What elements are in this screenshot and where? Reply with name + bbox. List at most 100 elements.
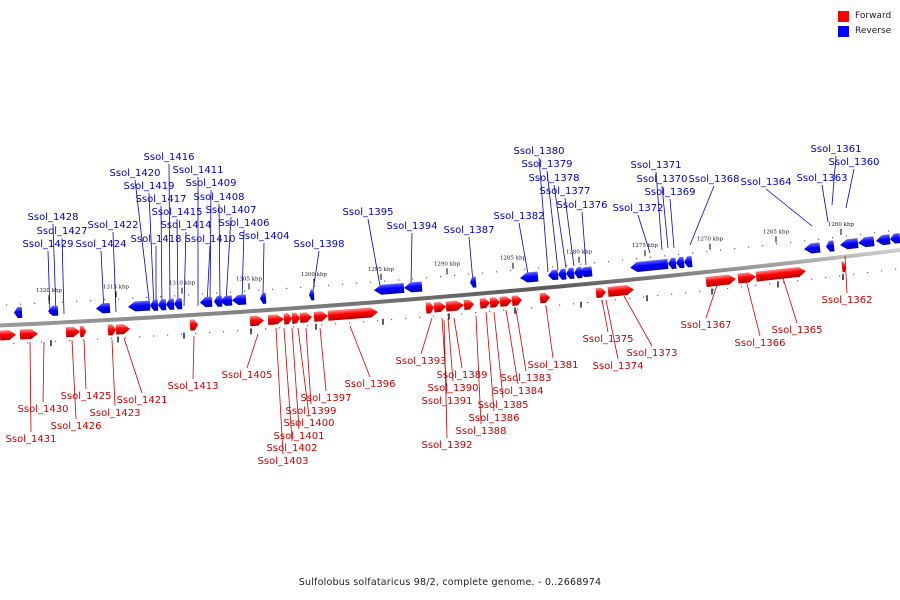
gene-label-ssol-1423: Ssol_1423 <box>90 408 141 419</box>
gene-leader-line <box>61 237 65 315</box>
gene-label-ssol-1364: Ssol_1364 <box>741 177 792 188</box>
forward-gene-arrow <box>489 297 500 308</box>
forward-gene-arrow <box>79 325 86 338</box>
forward-gene-arrow <box>327 307 378 321</box>
genome-backbone <box>0 248 900 328</box>
legend-reverse-label: Reverse <box>855 26 892 36</box>
gene-label-ssol-1426: Ssol_1426 <box>51 421 102 432</box>
gene-leader-line <box>349 325 371 378</box>
gene-leader-line <box>443 319 448 439</box>
reverse-gene-arrow <box>630 258 669 272</box>
gene-label-ssol-1386: Ssol_1386 <box>469 413 520 424</box>
reverse-gene-arrow <box>166 298 175 310</box>
gene-label-ssol-1390: Ssol_1390 <box>428 383 479 394</box>
gene-leader-line <box>29 341 32 433</box>
gene-leader-line <box>367 218 381 287</box>
forward-gene-arrow <box>19 329 38 340</box>
gene-leader-line <box>262 242 265 297</box>
gene-label-ssol-1410: Ssol_1410 <box>185 234 236 245</box>
forward-gene-arrow <box>283 313 292 325</box>
gene-leader-line <box>453 317 463 369</box>
reverse-gene-arrow <box>309 289 315 301</box>
gene-leader-line <box>52 223 57 315</box>
reverse-gene-arrow <box>826 240 835 252</box>
forward-gene-arrow <box>737 272 756 284</box>
gene-leader-line <box>305 327 312 405</box>
gene-label-ssol-1391: Ssol_1391 <box>422 396 473 407</box>
scale-tick-label: 1275 kbp <box>632 243 659 249</box>
gene-label-ssol-1367: Ssol_1367 <box>681 320 732 331</box>
reverse-gene-arrow <box>890 233 900 244</box>
gene-label-ssol-1417: Ssol_1417 <box>136 194 187 205</box>
reverse-gene-arrow <box>158 299 167 311</box>
gene-leader-line <box>689 185 715 246</box>
gene-label-ssol-1425: Ssol_1425 <box>61 391 112 402</box>
gene-label-ssol-1380: Ssol_1380 <box>514 146 565 157</box>
gene-label-ssol-1413: Ssol_1413 <box>168 381 219 392</box>
gene-label-ssol-1376: Ssol_1376 <box>557 200 608 211</box>
gene-label-ssol-1370: Ssol_1370 <box>637 174 688 185</box>
gene-label-ssol-1421: Ssol_1421 <box>117 395 168 406</box>
gene-leader-line <box>553 184 567 269</box>
forward-gene-arrow <box>755 266 806 282</box>
scale-tick-label: 1265 kbp <box>763 229 790 235</box>
reverse-gene-arrow <box>668 257 677 270</box>
gene-label-ssol-1388: Ssol_1388 <box>456 426 507 437</box>
gene-label-ssol-1409: Ssol_1409 <box>186 178 237 189</box>
reverse-gene-arrow <box>404 281 423 293</box>
gene-leader-line <box>468 236 474 283</box>
gene-leader-line <box>655 171 663 251</box>
gene-leader-line <box>192 335 195 380</box>
reverse-gene-arrow <box>48 305 59 316</box>
gene-leader-line <box>123 337 143 394</box>
gene-leader-line <box>241 229 245 301</box>
forward-gene-arrow <box>479 298 490 309</box>
reverse-gene-arrow <box>260 292 267 304</box>
gene-label-ssol-1362: Ssol_1362 <box>822 295 873 306</box>
gene-leader-line <box>410 232 413 287</box>
reverse-gene-arrow <box>128 300 151 312</box>
gene-label-ssol-1368: Ssol_1368 <box>689 174 740 185</box>
gene-leader-line <box>111 339 116 407</box>
gene-label-ssol-1427: Ssol_1427 <box>37 226 88 237</box>
forward-gene-arrow <box>445 300 464 312</box>
gene-leader-line <box>845 168 855 209</box>
scale-tick-label: 1305 kbp <box>236 276 263 282</box>
legend-item-forward: Forward <box>838 9 891 23</box>
forward-gene-arrow <box>539 292 550 304</box>
scale-tick-label: 1300 kbp <box>301 272 328 278</box>
gene-label-ssol-1378: Ssol_1378 <box>529 173 580 184</box>
reverse-gene-arrow <box>566 267 575 280</box>
forward-gene-arrow <box>189 319 198 331</box>
gene-label-ssol-1395: Ssol_1395 <box>343 207 394 218</box>
forward-swatch <box>838 10 849 22</box>
gene-leader-line <box>564 197 575 267</box>
gene-label-ssol-1360: Ssol_1360 <box>829 157 880 168</box>
gene-label-ssol-1396: Ssol_1396 <box>345 379 396 390</box>
reverse-gene-arrow <box>470 276 477 288</box>
forward-gene-arrow <box>299 312 312 323</box>
reverse-gene-arrow <box>200 296 213 308</box>
gene-label-ssol-1361: Ssol_1361 <box>811 144 862 155</box>
gene-label-ssol-1366: Ssol_1366 <box>735 338 786 349</box>
gene-label-ssol-1394: Ssol_1394 <box>387 221 438 232</box>
gene-label-ssol-1422: Ssol_1422 <box>88 220 139 231</box>
scale-tick-label: 1315 kbp <box>103 285 130 291</box>
gene-label-ssol-1393: Ssol_1393 <box>396 356 447 367</box>
forward-gene-arrow <box>0 330 16 341</box>
forward-gene-arrow <box>115 324 130 335</box>
gene-leader-line <box>515 309 527 372</box>
reverse-gene-arrow <box>876 234 891 246</box>
gene-leader-line <box>209 189 212 305</box>
forward-gene-arrow <box>313 311 328 322</box>
reverse-gene-arrow <box>96 302 111 314</box>
gene-label-ssol-1374: Ssol_1374 <box>593 361 644 372</box>
gene-leader-line <box>661 185 669 249</box>
gene-leader-line <box>160 205 163 309</box>
forward-gene-arrow <box>705 274 736 287</box>
gene-leader-line <box>112 231 117 313</box>
gene-leader-line <box>47 250 51 315</box>
reverse-gene-arrow <box>14 306 23 319</box>
gene-leader-line <box>485 311 495 412</box>
